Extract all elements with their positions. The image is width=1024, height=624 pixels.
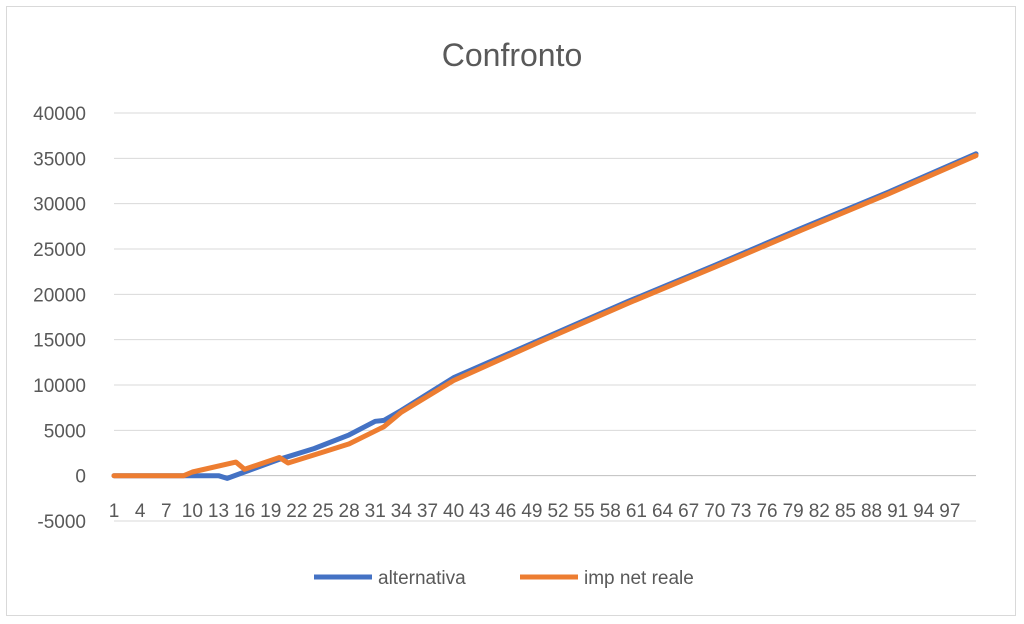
x-tick-label: 79 bbox=[783, 501, 804, 522]
x-tick-label: 43 bbox=[469, 501, 490, 522]
series-line-alternativa bbox=[111, 151, 979, 481]
x-tick-label: 22 bbox=[286, 501, 307, 522]
x-tick-label: 91 bbox=[887, 501, 908, 522]
y-tick-label: 40000 bbox=[33, 104, 86, 125]
x-tick-label: 7 bbox=[161, 501, 172, 522]
y-tick-label: 15000 bbox=[33, 331, 86, 352]
x-tick-label: 31 bbox=[365, 501, 386, 522]
y-tick-label: 25000 bbox=[33, 240, 86, 261]
x-tick-label: 19 bbox=[260, 501, 281, 522]
x-axis-ticks: 1 4 7 10 13 16 19 22 25 28 31 34 37 40 43 46 49 52 55 58 61 6… bbox=[109, 501, 961, 522]
x-tick-label: 13 bbox=[208, 501, 229, 522]
x-tick-label: 82 bbox=[809, 501, 830, 522]
x-tick-label: 67 bbox=[678, 501, 699, 522]
x-tick-label: 61 bbox=[626, 501, 647, 522]
x-tick-label: 94 bbox=[913, 501, 935, 522]
x-tick-label: 1 bbox=[109, 501, 120, 522]
y-tick-label: -5000 bbox=[37, 512, 86, 533]
x-tick-label: 46 bbox=[495, 501, 516, 522]
x-tick-label: 73 bbox=[730, 501, 751, 522]
x-tick-label: 52 bbox=[547, 501, 568, 522]
x-tick-label: 58 bbox=[600, 501, 621, 522]
x-tick-label: 10 bbox=[182, 501, 203, 522]
y-tick-label: 5000 bbox=[44, 421, 86, 442]
x-tick-label: 4 bbox=[135, 501, 146, 522]
x-tick-label: 70 bbox=[704, 501, 725, 522]
legend-label-alternativa: alternativa bbox=[378, 568, 466, 589]
legend: alternativa imp net reale bbox=[314, 568, 694, 589]
x-tick-label: 49 bbox=[521, 501, 542, 522]
y-tick-label: 20000 bbox=[33, 285, 86, 306]
x-tick-label: 85 bbox=[835, 501, 856, 522]
x-tick-label: 16 bbox=[234, 501, 255, 522]
y-tick-label: 30000 bbox=[33, 195, 86, 216]
x-tick-label: 55 bbox=[574, 501, 595, 522]
chart-frame bbox=[6, 6, 1016, 616]
y-tick-label: 35000 bbox=[33, 149, 86, 170]
chart-title: Confronto bbox=[442, 37, 583, 73]
x-tick-label: 64 bbox=[652, 501, 674, 522]
y-axis-ticks: 40000 35000 30000 25000 20000 15000 10000 5000 0… bbox=[33, 104, 86, 533]
legend-label-imp-net-reale: imp net reale bbox=[584, 568, 694, 589]
x-tick-label: 28 bbox=[339, 501, 360, 522]
x-tick-label: 25 bbox=[312, 501, 333, 522]
y-tick-label: 0 bbox=[75, 467, 86, 488]
x-tick-label: 37 bbox=[417, 501, 438, 522]
x-tick-label: 76 bbox=[756, 501, 777, 522]
series-line-imp-net-reale bbox=[111, 153, 979, 479]
x-tick-label: 34 bbox=[391, 501, 413, 522]
series-lines bbox=[111, 151, 979, 481]
x-tick-label: 88 bbox=[861, 501, 882, 522]
y-tick-label: 10000 bbox=[33, 376, 86, 397]
gridlines bbox=[114, 112, 976, 522]
x-tick-label: 97 bbox=[939, 501, 960, 522]
x-tick-label: 40 bbox=[443, 501, 464, 522]
